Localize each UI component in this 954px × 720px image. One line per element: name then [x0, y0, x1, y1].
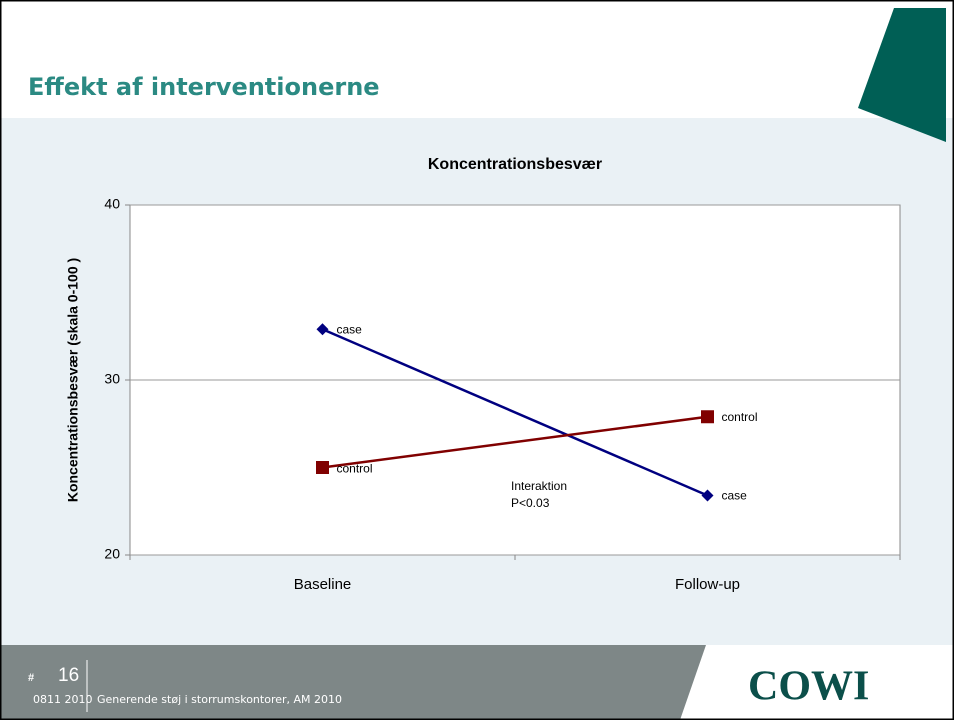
footer-text: Generende støj i storrumskontorer, AM 20…: [97, 693, 342, 706]
annotation: Interaktion: [511, 479, 567, 493]
header-shape: [858, 8, 946, 142]
data-label: control: [722, 410, 758, 424]
logo-background: [680, 645, 954, 720]
footer-date: 0811 2010: [33, 693, 93, 706]
marker: [701, 489, 714, 502]
y-tick-label: 40: [104, 196, 120, 212]
slide-title: Effekt af interventionerne: [28, 73, 380, 101]
data-label: control: [337, 462, 373, 476]
data-label: case: [337, 322, 363, 336]
data-label: case: [722, 489, 748, 503]
x-tick-label: Follow-up: [675, 576, 740, 593]
annotation: P<0.03: [511, 496, 550, 510]
y-tick-label: 20: [104, 546, 120, 562]
footer-symbol: #: [28, 672, 34, 684]
marker: [316, 461, 329, 474]
series-line: [322, 328, 708, 497]
logo: COWI: [748, 664, 869, 710]
y-tick-label: 30: [104, 371, 120, 387]
marker: [701, 410, 714, 424]
chart-title: Koncentrationsbesvær: [428, 156, 602, 173]
series-line: [322, 415, 708, 469]
marker: [316, 323, 329, 336]
page-number: 16: [58, 665, 79, 686]
x-tick-label: Baseline: [294, 576, 352, 593]
y-axis-label: Koncentrationsbesvær (skala 0-100 ): [65, 258, 81, 502]
